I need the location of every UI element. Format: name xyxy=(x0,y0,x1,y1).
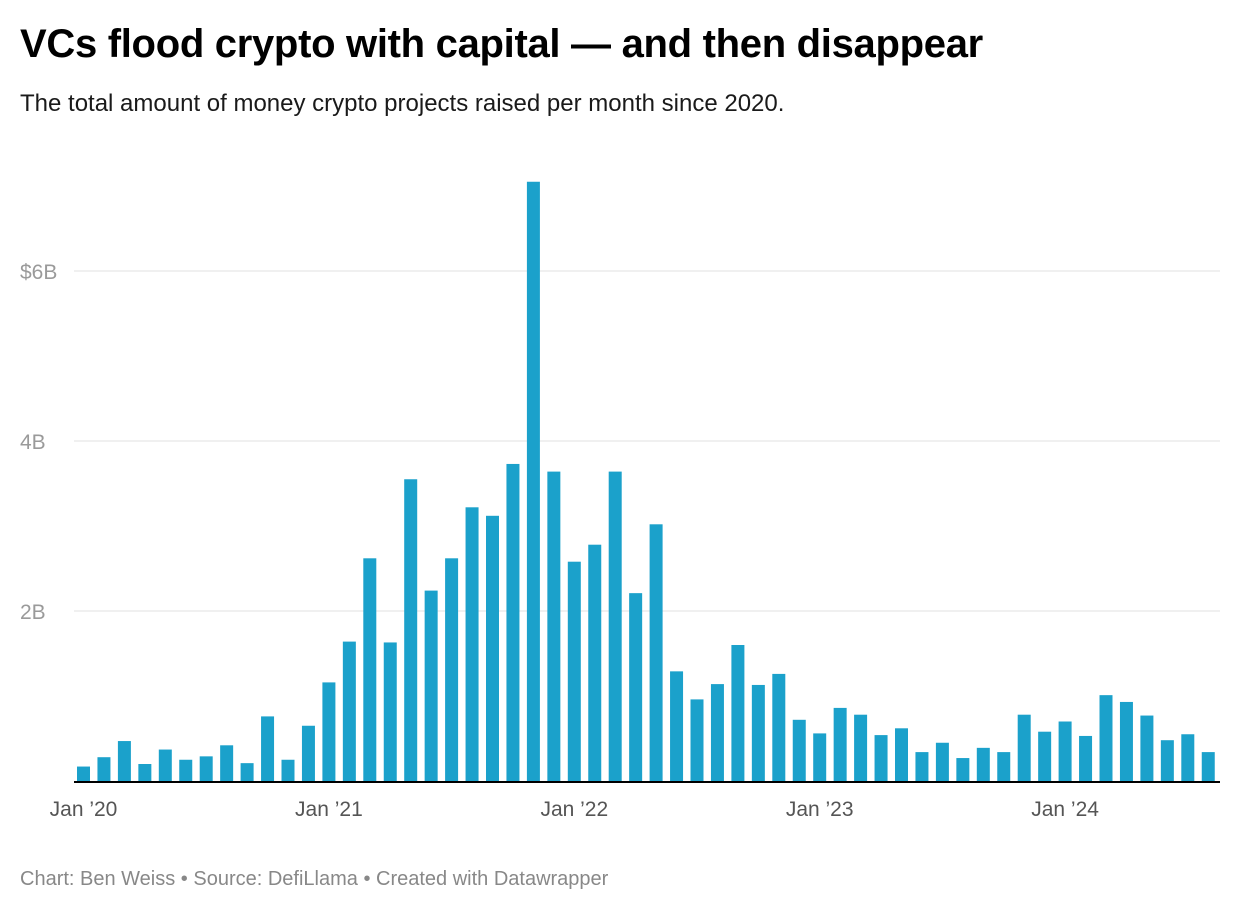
bar-2022-04 xyxy=(629,593,643,781)
x-tick-label: Jan ’23 xyxy=(786,798,854,821)
bar-2024-08 xyxy=(1201,752,1215,781)
bar-2021-02 xyxy=(342,641,356,781)
bar-2022-06 xyxy=(670,671,684,781)
x-tick-label: Jan ’24 xyxy=(1031,798,1099,821)
bar-2022-09 xyxy=(731,645,745,781)
bar-2024-02 xyxy=(1079,735,1093,781)
y-tick-label: 4B xyxy=(20,431,46,454)
bar-2021-09 xyxy=(486,515,499,781)
bar-2020-10 xyxy=(261,716,275,781)
bar-2022-10 xyxy=(751,684,765,781)
bar-2023-04 xyxy=(874,735,888,781)
bar-2020-09 xyxy=(240,763,254,781)
y-tick-label: 2B xyxy=(20,601,46,624)
bar-2021-11 xyxy=(526,181,540,781)
bar-2020-05 xyxy=(158,749,172,781)
bar-2023-02 xyxy=(833,707,847,781)
x-tick-label: Jan ’22 xyxy=(540,798,608,821)
bar-2022-03 xyxy=(608,471,622,781)
bar-2021-07 xyxy=(445,558,459,781)
bar-2022-11 xyxy=(772,673,786,781)
bar-2022-07 xyxy=(690,699,704,781)
bar-2020-07 xyxy=(199,756,213,781)
bar-2024-05 xyxy=(1140,715,1154,781)
bar-2023-09 xyxy=(976,747,990,781)
bar-2021-08 xyxy=(465,507,479,781)
bar-2021-03 xyxy=(363,558,377,781)
bar-2024-03 xyxy=(1099,695,1113,781)
x-tick-label: Jan ’21 xyxy=(295,798,363,821)
bar-2024-01 xyxy=(1058,721,1072,781)
bar-2023-10 xyxy=(997,752,1011,781)
y-tick-label: $6B xyxy=(20,261,57,284)
bar-2022-02 xyxy=(588,544,602,781)
bar-2023-11 xyxy=(1017,714,1031,781)
bar-2023-07 xyxy=(935,742,949,781)
bar-2022-08 xyxy=(710,684,724,781)
bar-2021-04 xyxy=(383,642,397,781)
bar-2021-05 xyxy=(404,479,418,781)
bar-2021-01 xyxy=(322,682,336,781)
bar-2024-06 xyxy=(1160,740,1174,781)
bar-2020-12 xyxy=(301,725,315,781)
bar-2020-11 xyxy=(281,759,295,781)
bar-2024-07 xyxy=(1181,734,1195,781)
bar-2020-01 xyxy=(77,766,90,781)
bar-2021-12 xyxy=(547,471,561,781)
chart-subtitle: The total amount of money crypto project… xyxy=(20,90,785,117)
bar-2023-12 xyxy=(1038,731,1052,781)
bar-2021-10 xyxy=(506,463,520,781)
bar-2020-03 xyxy=(117,741,131,781)
bar-2021-06 xyxy=(424,590,438,781)
bar-2023-01 xyxy=(813,733,827,781)
bar-2023-06 xyxy=(915,752,929,781)
bar-2020-04 xyxy=(138,764,152,781)
bar-2020-06 xyxy=(179,759,193,781)
chart-title: VCs flood crypto with capital — and then… xyxy=(20,22,983,66)
bar-2023-08 xyxy=(956,758,970,781)
x-tick-label: Jan ’20 xyxy=(50,798,118,821)
bar-2024-04 xyxy=(1119,701,1133,781)
bar-2020-02 xyxy=(97,757,111,781)
bar-2020-08 xyxy=(220,745,234,781)
bar-2023-05 xyxy=(895,728,908,781)
bar-2022-01 xyxy=(567,561,581,781)
bar-2022-12 xyxy=(792,719,806,781)
bar-2023-03 xyxy=(854,714,868,781)
bar-2022-05 xyxy=(649,524,663,781)
chart-footer: Chart: Ben Weiss • Source: DefiLlama • C… xyxy=(20,868,609,890)
